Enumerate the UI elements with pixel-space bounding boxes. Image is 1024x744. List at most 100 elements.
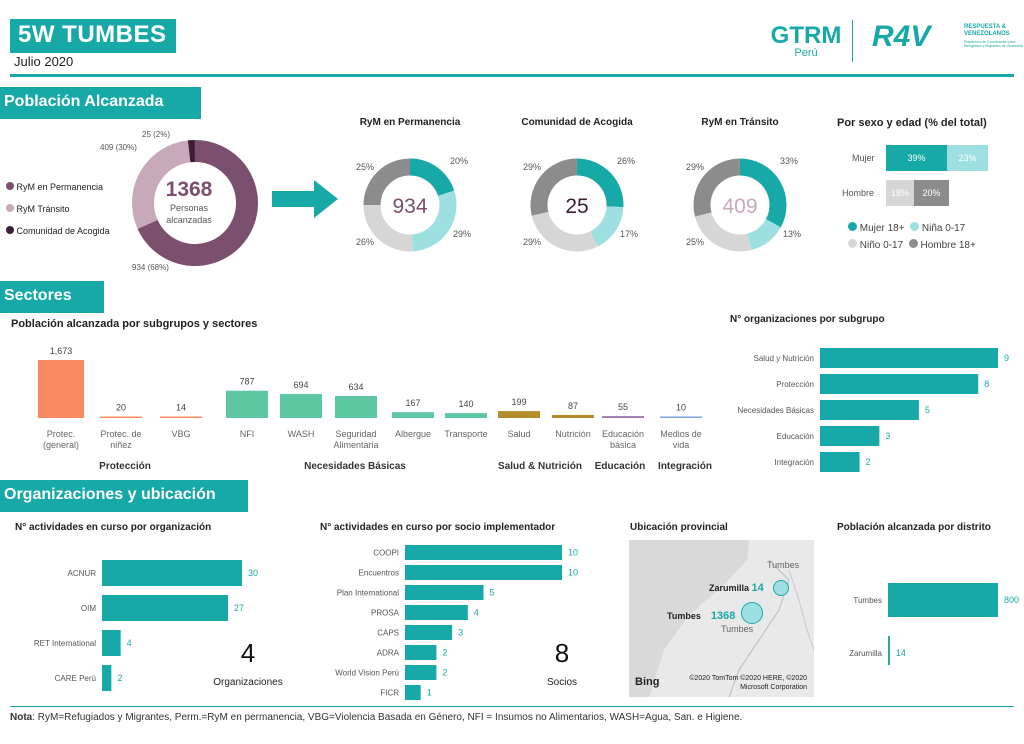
- sector-label-5: Seguridad: [335, 429, 376, 439]
- donut-chart-0: 934 20% 29% 26% 25%: [356, 156, 471, 252]
- legend-item-permanencia: RyM en Permanencia: [6, 176, 110, 198]
- donut-0-label-3: 25%: [356, 162, 374, 172]
- sector-value-9: 87: [568, 401, 578, 411]
- main-donut-slice-0: [137, 140, 258, 266]
- socio-chart-label-4: CAPS: [377, 629, 399, 638]
- main-donut-subtitle: Personas alcanzadas: [166, 203, 212, 225]
- distrito-bar-chart: Tumbes 800 Zarumilla 14: [849, 583, 1019, 665]
- org-chart-title: N° actividades en curso por organización: [15, 522, 212, 533]
- sector-bar-6: [392, 412, 434, 418]
- org-chart-label-1: OIM: [81, 604, 96, 613]
- donut-0-label-1: 29%: [453, 229, 471, 239]
- sexo-bar-hombre-b: 20%: [914, 180, 949, 206]
- donut-0-label-0: 20%: [450, 156, 468, 166]
- sector-value-6: 167: [405, 398, 420, 408]
- socio-chart-bar-5: [405, 645, 437, 660]
- socio-chart-bar-3: [405, 605, 468, 620]
- sector-value-8: 199: [511, 397, 526, 407]
- kpi-socios-value: 8: [554, 638, 570, 668]
- donut-2-slice-1: [746, 218, 781, 251]
- kpi-organizaciones-value: 4: [240, 638, 256, 668]
- socio-chart-value-6: 2: [442, 668, 447, 678]
- sector-label-8: Salud: [507, 429, 530, 439]
- donut-2-slice-2: [694, 211, 752, 252]
- socio-chart-label-5: ADRA: [377, 649, 400, 658]
- donut-0-label-2: 26%: [356, 237, 374, 247]
- distrito-chart-value-1: 14: [896, 648, 906, 658]
- sector-value-4: 694: [293, 380, 308, 390]
- socio-chart-bar-6: [405, 665, 437, 680]
- donut-1-slice-3: [530, 158, 578, 216]
- donut-1-label-3: 29%: [523, 162, 541, 172]
- legend-mujer: Mujer 18+: [848, 222, 905, 234]
- r4v-logo: R4V RESPUESTA & VENEZOLANOS Plataforma d…: [872, 20, 1023, 53]
- sector-bar-5: [335, 396, 377, 418]
- socio-chart-value-2: 5: [490, 588, 495, 598]
- distrito-chart-label-1: Zarumilla: [849, 649, 882, 658]
- socio-chart-value-5: 2: [442, 648, 447, 658]
- sectores-chart-title: Población alcanzada por subgrupos y sect…: [11, 318, 258, 330]
- donut-1-slice-2: [531, 211, 598, 252]
- sector-bar-7: [445, 413, 487, 418]
- donut-0-slice-0: [409, 158, 455, 197]
- socio-chart-label-6: World Vision Perú: [335, 669, 399, 678]
- province-map[interactable]: Tumbes Zarumilla 14 Tumbes 1368 Tumbes B…: [629, 540, 814, 697]
- footer-line: [10, 706, 1014, 707]
- sector-bar-11: [660, 416, 702, 418]
- map-label-tumbes-top: Tumbes: [767, 560, 800, 570]
- org-chart-bar-3: [102, 665, 112, 691]
- org-chart-label-3: CARE Perú: [55, 674, 96, 683]
- sector-value-7: 140: [458, 399, 473, 409]
- subgroup-chart-bar-0: [820, 348, 998, 368]
- map-credit: ©2020 TomTom ©2020 HERE, ©2020 Microsoft…: [689, 675, 807, 691]
- socio-chart-bar-0: [405, 545, 562, 560]
- org-chart-label-2: RET International: [34, 639, 96, 648]
- arrow-icon: [272, 180, 338, 218]
- distrito-chart-title: Población alcanzada por distrito: [837, 522, 991, 533]
- socio-chart-bar-2: [405, 585, 484, 600]
- org-chart-value-0: 30: [248, 568, 258, 578]
- main-donut: [132, 140, 258, 266]
- sector-bar-10: [602, 416, 644, 418]
- main-donut-label-left: 409 (30%): [100, 143, 137, 152]
- subgroup-chart-value-2: 5: [925, 405, 930, 415]
- distrito-chart-label-0: Tumbes: [853, 596, 882, 605]
- sexo-bar-mujer-a: 39%: [886, 145, 947, 171]
- sector-bar-2: [160, 416, 202, 418]
- main-donut-slice-1: [132, 140, 191, 229]
- subgroup-chart-value-4: 2: [866, 457, 871, 467]
- subgroup-chart-value-1: 8: [984, 379, 989, 389]
- socio-bar-chart: COOPI 10 Encuentros 10 Plan International 5 PR…: [335, 545, 578, 700]
- sector-value-2: 14: [176, 403, 186, 413]
- kpi-socios-label: Socios: [546, 677, 577, 688]
- main-donut-label-bottom: 934 (68%): [132, 263, 169, 272]
- subgroup-chart-bar-4: [820, 452, 860, 472]
- donut-1-center: 25: [565, 195, 588, 218]
- sector-label-6: Albergue: [395, 429, 431, 439]
- sector-label-10: Educación: [602, 429, 644, 439]
- map-marker-tumbes[interactable]: [741, 602, 763, 624]
- subgroup-chart-label-2: Necesidades Básicas: [738, 406, 814, 415]
- main-donut-total: 1368: [165, 178, 213, 201]
- sector-label-3: NFI: [240, 429, 255, 439]
- report-date: Julio 2020: [14, 54, 74, 69]
- sector-value-11: 10: [676, 403, 686, 413]
- subgroup-chart-label-1: Protección: [776, 380, 814, 389]
- socio-chart-bar-1: [405, 565, 562, 580]
- donut-1-slice-0: [576, 158, 624, 208]
- donut-title-0: RyM en Permanencia: [359, 117, 461, 128]
- legend-nina: Niña 0-17: [910, 222, 965, 234]
- sector-label-0: Protec.: [47, 429, 76, 439]
- distrito-chart-bar-0: [888, 583, 998, 617]
- sector-label-11: vida: [673, 440, 690, 450]
- main-donut-legend: RyM en Permanencia RyM Tránsito Comunida…: [6, 176, 110, 242]
- socio-chart-value-4: 3: [458, 628, 463, 638]
- socio-chart-bar-4: [405, 625, 453, 640]
- map-label-zarumilla: Zarumilla 14: [709, 582, 764, 594]
- sector-label-7: Transporte: [444, 429, 487, 439]
- sector-group-1: Necesidades Básicas: [304, 461, 406, 472]
- map-marker-zarumilla[interactable]: [773, 580, 789, 596]
- kpi-organizaciones-label: Organizaciones: [213, 677, 283, 688]
- donut-2-center: 409: [722, 195, 757, 218]
- sector-label-0: (general): [43, 440, 79, 450]
